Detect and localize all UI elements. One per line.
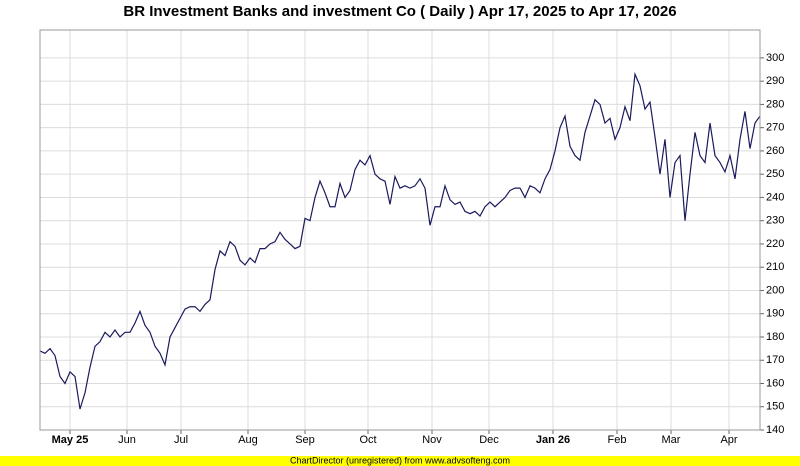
x-tick-label: Aug bbox=[238, 434, 258, 446]
x-tick-label: Sep bbox=[295, 434, 315, 446]
y-tick-label: 260 bbox=[766, 145, 784, 157]
y-tick-label: 140 bbox=[766, 424, 784, 436]
price-line bbox=[39, 71, 761, 410]
footer-bar bbox=[0, 456, 800, 466]
x-tick-label: Jan 26 bbox=[536, 434, 570, 446]
y-tick-label: 150 bbox=[766, 401, 784, 413]
y-tick-label: 250 bbox=[766, 168, 784, 180]
y-tick-label: 280 bbox=[766, 98, 784, 110]
x-tick-label: Dec bbox=[479, 434, 499, 446]
y-tick-label: 230 bbox=[766, 215, 784, 227]
y-tick-label: 190 bbox=[766, 308, 784, 320]
y-tick-label: 270 bbox=[766, 122, 784, 134]
x-tick-label: Apr bbox=[720, 434, 737, 446]
chart-title: BR Investment Banks and investment Co ( … bbox=[123, 3, 676, 20]
x-tick-label: Jun bbox=[118, 434, 136, 446]
y-tick-label: 290 bbox=[766, 75, 784, 87]
y-tick-label: 200 bbox=[766, 284, 784, 296]
y-tick-label: 180 bbox=[766, 331, 784, 343]
y-tick-label: 170 bbox=[766, 354, 784, 366]
y-tick-label: 240 bbox=[766, 191, 784, 203]
x-tick-label: Jul bbox=[174, 434, 188, 446]
x-tick-label: May 25 bbox=[52, 434, 89, 446]
x-tick-label: Mar bbox=[662, 434, 681, 446]
y-tick-label: 160 bbox=[766, 377, 784, 389]
footer-text: ChartDirector (unregistered) from www.ad… bbox=[290, 455, 510, 465]
x-tick-label: Nov bbox=[422, 434, 442, 446]
y-tick-label: 210 bbox=[766, 261, 784, 273]
y-tick-label: 300 bbox=[766, 52, 784, 64]
plot-area bbox=[39, 29, 761, 431]
x-tick-label: Oct bbox=[359, 434, 376, 446]
x-tick-label: Feb bbox=[608, 434, 627, 446]
y-tick-label: 220 bbox=[766, 238, 784, 250]
plot-border bbox=[39, 29, 761, 431]
